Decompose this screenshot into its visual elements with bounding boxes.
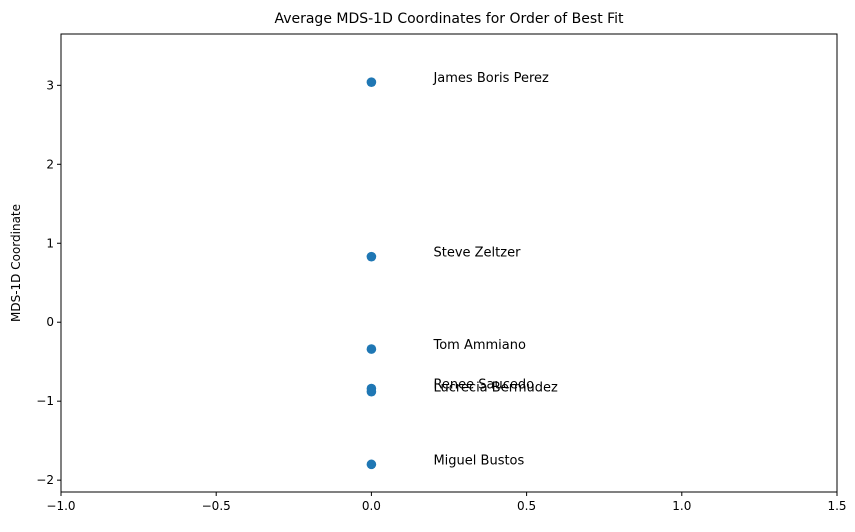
point-label: Renee Saucedo [433, 378, 534, 393]
scatter-point [366, 77, 377, 87]
x-tick-label: −0.5 [202, 499, 231, 513]
scatter-point [366, 386, 377, 397]
point-label: Miguel Bustos [433, 453, 524, 468]
y-axis: −2 −1 0 1 2 3 [36, 78, 61, 487]
point-label: James Boris Perez [432, 71, 549, 86]
x-tick-label: −1.0 [46, 499, 75, 513]
y-tick-label: 3 [46, 78, 54, 92]
y-tick-label: 0 [46, 315, 54, 329]
y-tick-label: −1 [36, 394, 54, 408]
plot-frame [60, 33, 838, 493]
data-labels: James Boris Perez Steve Zeltzer Tom Ammian… [432, 71, 558, 468]
y-tick-label: 2 [46, 157, 54, 171]
scatter-point [366, 459, 377, 470]
x-axis: −1.0 −0.5 0.0 0.5 1.0 1.5 [46, 492, 847, 513]
point-label: Tom Ammiano [432, 338, 526, 353]
x-tick-label: 0.0 [362, 499, 381, 513]
x-tick-label: 1.5 [827, 499, 846, 513]
y-tick-label: −2 [36, 473, 54, 487]
point-label: Lucrecia Bermudez [433, 381, 558, 396]
scatter-point [366, 251, 377, 262]
x-tick-label: 0.5 [517, 499, 536, 513]
x-tick-label: 1.0 [672, 499, 691, 513]
plot-background [61, 34, 837, 492]
chart-title: Average MDS-1D Coordinates for Order of … [274, 11, 624, 27]
scatter-point [366, 344, 377, 354]
y-axis-label: MDS-1D Coordinate [9, 204, 23, 322]
data-points [366, 77, 377, 470]
point-label: Steve Zeltzer [433, 246, 521, 261]
y-tick-label: 1 [46, 236, 54, 250]
